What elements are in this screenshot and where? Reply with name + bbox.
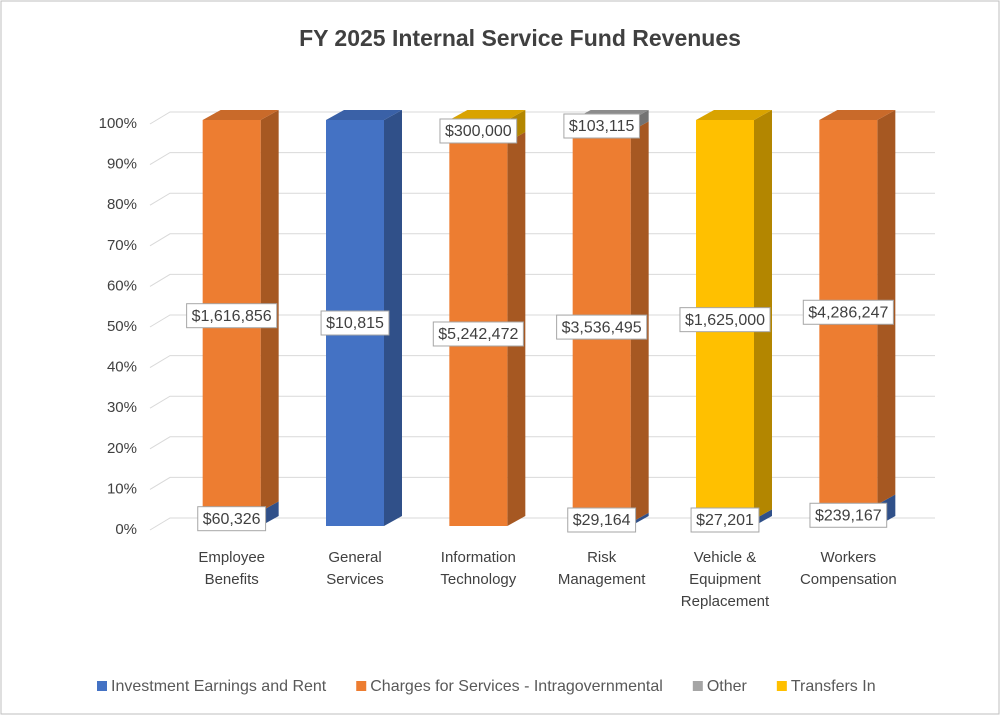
data-label: $300,000 [445,123,512,140]
data-label-box [802,299,894,325]
y-tick-label: 50% [107,318,137,335]
grid-line [149,233,935,247]
data-label: $60,326 [203,511,261,528]
legend-label: Transfers In [791,678,876,695]
data-label: $10,815 [326,315,384,332]
legend-label: Other [707,678,748,695]
x-tick-label: Workers Compensation [800,549,897,588]
data-label-box [563,113,640,139]
y-tick-label: 10% [107,480,137,497]
grid-line [149,152,935,166]
data-label-box [809,502,888,528]
data-label: $1,616,856 [192,308,272,325]
data-label: $3,536,495 [562,319,642,336]
x-tick-label: Employee Benefits [198,549,265,588]
y-tick-label: 30% [107,399,137,416]
grid-line [149,192,935,206]
data-label-box [439,118,518,144]
grid-line [149,111,935,125]
bar-top [326,110,402,120]
data-label: $27,201 [696,512,754,529]
legend-marker [776,681,787,691]
legend-marker [692,681,703,691]
data-label-box [556,314,648,340]
data-label: $29,164 [573,512,631,529]
bar-top [819,110,896,120]
y-tick-label: 100% [99,115,137,132]
grid-line [149,355,935,369]
bar-side [384,110,402,526]
grid-line [149,517,935,531]
data-label: $4,286,247 [808,304,888,321]
data-label-box [679,307,771,333]
grid-line [149,395,935,409]
y-tick-label: 80% [107,196,137,213]
bar-top [449,110,526,120]
data-label: $5,242,472 [438,326,518,343]
y-tick-label: 90% [107,156,137,173]
grid-line [149,476,935,490]
data-label-box [197,506,267,532]
x-tick-label: Risk Management [558,549,646,588]
data-label-box [320,310,390,336]
y-tick-label: 70% [107,237,137,254]
legend-label: Charges for Services - Intragovernmental [370,678,663,695]
data-label-box [186,303,278,329]
legend-marker [356,681,367,691]
chart-title: FY 2025 Internal Service Fund Revenues [299,25,741,51]
x-tick-label: Information Technology [440,549,516,588]
data-label-box [432,321,524,347]
data-label-box [567,507,637,533]
x-tick-label: General Services [326,549,384,588]
data-label: $1,625,000 [685,312,765,329]
data-label-box [690,507,760,533]
x-tick-label: Vehicle & Equipment Replacement [681,549,770,610]
bar-top [696,110,772,120]
bar-top [202,110,279,120]
y-tick-label: 60% [107,277,137,294]
y-tick-label: 20% [107,440,137,457]
legend-marker [97,681,107,691]
grid-line [149,273,935,287]
y-tick-label: 0% [115,521,137,538]
data-label: $103,115 [569,118,635,135]
data-label: $239,167 [815,507,882,524]
legend-label: Investment Earnings and Rent [111,678,327,695]
y-tick-label: 40% [107,359,137,376]
grid-line [149,436,935,450]
